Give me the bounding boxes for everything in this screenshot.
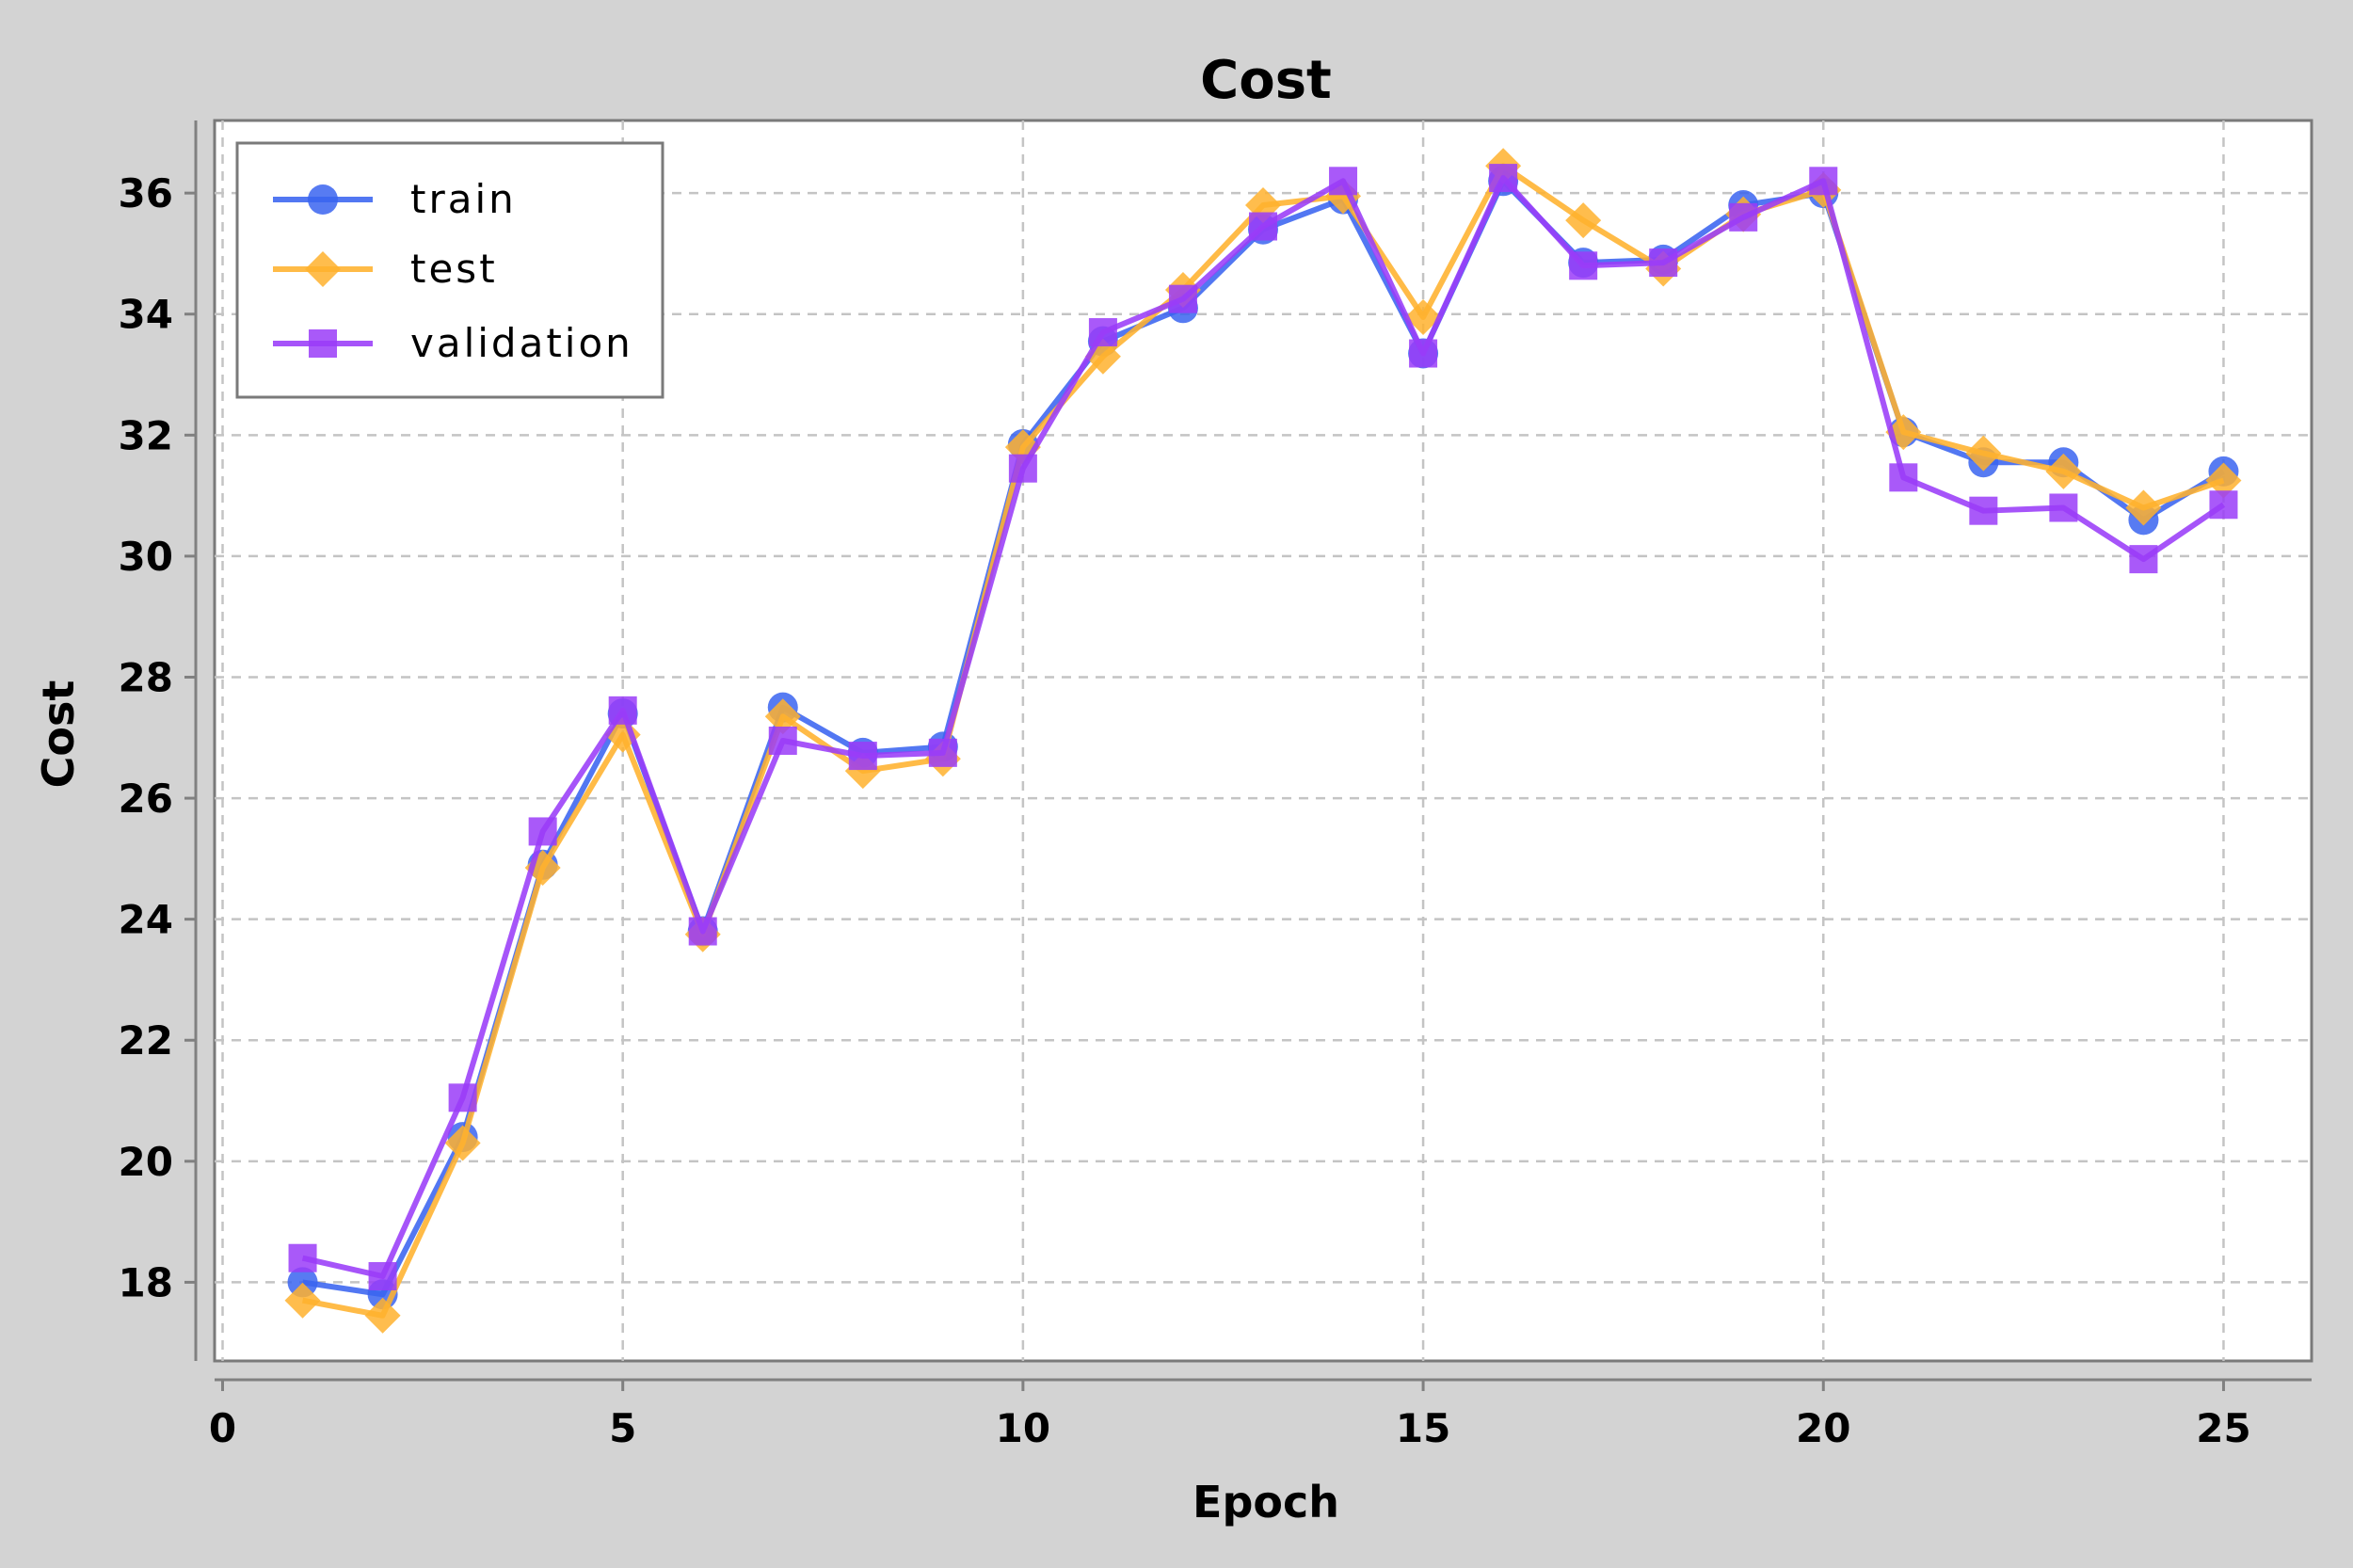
axis-ticks: 0 5 10 15 20 25 18 20 22 24 26 28 30 32 34 36 [119,170,2251,1451]
x-tick-label: 25 [2196,1405,2250,1451]
data-point-validation [1088,318,1117,347]
data-point-validation [1168,284,1197,313]
data-point-validation [528,817,557,846]
legend-item-test: test [273,246,498,292]
y-tick-label: 30 [119,534,173,580]
data-point-validation [768,727,797,755]
data-series [284,148,2242,1334]
data-point-validation [848,742,877,771]
legend-marker-validation [309,329,337,358]
y-axis-label: Cost [33,680,84,789]
data-point-validation [1409,339,1438,368]
legend-marker-train [308,184,338,215]
legend-box [235,141,664,399]
y-tick-label: 20 [119,1139,173,1185]
data-point-validation [928,738,957,767]
y-tick-label: 32 [119,412,173,458]
data-point-test [1405,298,1442,335]
y-tick-label: 18 [119,1259,173,1305]
data-point-train [287,1267,318,1298]
chart-title: Cost [1200,50,1332,111]
x-axis-label: Epoch [1193,1477,1339,1528]
data-point-test [764,698,801,735]
legend-item-validation: validation [273,320,633,366]
data-point-validation [1729,202,1758,232]
data-point-validation [1489,164,1518,193]
x-tick-label: 20 [1796,1405,1850,1451]
data-point-validation [2049,493,2078,522]
data-point-test [1965,435,2002,472]
data-point-test [2205,462,2242,499]
legend: train test validation [235,141,664,399]
data-point-test [444,1125,481,1161]
y-tick-label: 22 [119,1017,173,1064]
data-point-validation [1569,251,1598,280]
y-tick-label: 28 [119,654,173,700]
x-tick-label: 0 [209,1405,236,1451]
data-point-test [364,1297,401,1334]
data-point-validation [1329,167,1358,196]
series-validation [288,164,2238,1290]
data-point-test [284,1282,321,1319]
data-point-validation [288,1243,317,1272]
data-point-validation [1649,248,1678,278]
data-point-validation [688,917,717,946]
x-tick-label: 10 [996,1405,1050,1451]
data-point-validation [2209,490,2238,520]
data-point-validation [1809,167,1838,196]
data-point-validation [1249,212,1277,241]
y-tick-label: 34 [119,292,173,338]
y-tick-label: 36 [119,170,173,216]
legend-item-train: train [273,176,517,222]
data-point-test [1565,202,1602,239]
x-tick-label: 5 [609,1405,636,1451]
legend-marker-test [305,251,341,287]
legend-label-train: train [410,176,517,222]
data-point-validation [1889,463,1918,492]
data-point-validation [608,696,637,725]
legend-label-test: test [410,246,498,292]
data-point-test [2125,489,2162,526]
data-point-validation [368,1261,397,1290]
y-tick-label: 24 [119,897,173,943]
data-point-validation [1008,454,1037,483]
data-point-validation [2129,545,2158,574]
legend-label-validation: validation [410,320,633,366]
data-point-test [2045,453,2082,489]
data-point-validation [448,1083,477,1112]
x-tick-label: 15 [1396,1405,1450,1451]
y-tick-label: 26 [119,776,173,822]
data-point-validation [1969,496,1998,525]
